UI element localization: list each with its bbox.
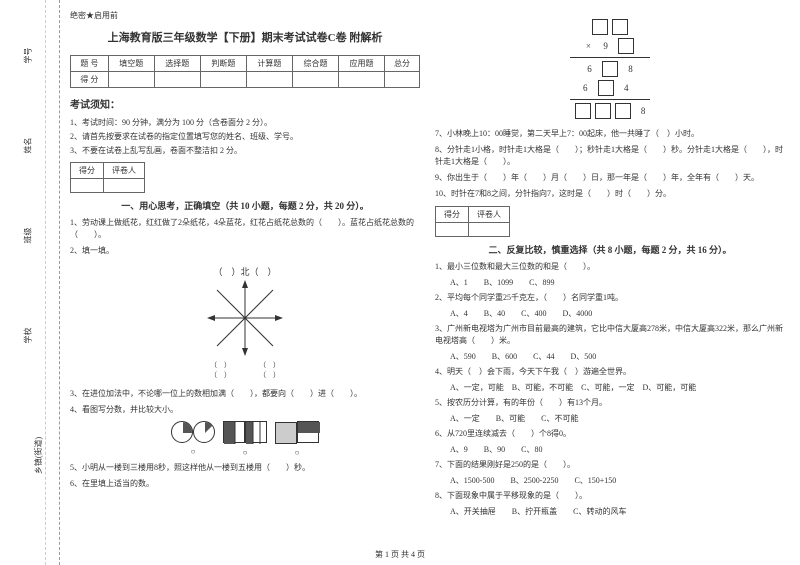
choice-1-opts: A、1 B、1099 C、899 (450, 277, 785, 288)
question-1: 1、劳动课上做纸花，红红做了2朵纸花，4朵蓝花，红花占纸花总数的（ ）。蓝花占纸… (70, 217, 420, 241)
question-10: 10、时针在7和8之间，分针指向7，这时是（ ）时（ ）分。 (435, 188, 785, 200)
seal-line (45, 0, 46, 565)
choice-4-opts: A、一定，可能 B、可能，不可能 C、可能，一定 D、可能，可能 (450, 382, 785, 393)
digit: 8 (628, 64, 633, 74)
binding-label: 姓名 (23, 138, 34, 154)
digit: 6 (583, 83, 588, 93)
question-3: 3、在进位加法中，不论哪一位上的数相加满（ ），都要向（ ）进（ ）。 (70, 388, 420, 400)
choice-7: 7、下面的结果刚好是250的是（ ）。 (435, 459, 785, 471)
choice-5-opts: A、一定 B、可能 C、不可能 (450, 413, 785, 424)
multiplication-problem: × 9 6 8 6 4 8 (435, 16, 785, 122)
digit: 8 (641, 106, 646, 116)
choice-4: 4、明天（ ）会下雨，今天下午我（ ）游遍全世界。 (435, 366, 785, 378)
question-9: 9、你出生于（ ）年（ ）月（ ）日，那一年是（ ）年，全年有（ ）天。 (435, 172, 785, 184)
page-footer: 第 1 页 共 4 页 (0, 549, 800, 560)
right-column: × 9 6 8 6 4 8 7、小林晚上10：00睡觉，第二天早上7：00起床，… (435, 10, 785, 517)
notice-item: 3、不要在试卷上乱写乱画，卷面不整洁扣 2 分。 (70, 145, 420, 156)
compass-north: （ ）北（ ） (70, 265, 420, 278)
binding-label: 乡镇(街道) (33, 437, 44, 474)
secret-label: 绝密★启用前 (70, 10, 420, 21)
td: 得分 (71, 163, 104, 179)
choice-3-opts: A、590 B、600 C、44 D、500 (450, 351, 785, 362)
rating-table: 得分评卷人 (70, 162, 145, 193)
binding-label: 学校 (23, 328, 34, 344)
choice-2-opts: A、4 B、40 C、400 D、4000 (450, 308, 785, 319)
choice-2: 2、平均每个同学重25千克左，（ ）名同学重1吨。 (435, 292, 785, 304)
choice-3: 3、广州新电视塔为广州市目前最高的建筑，它比中信大厦高278米，中信大厦高322… (435, 323, 785, 347)
question-6: 6、在里填上适当的数。 (70, 478, 420, 490)
question-2: 2、填一填。 (70, 245, 420, 257)
notice-item: 1、考试时间：90 分钟，满分为 100 分（含卷面分 2 分）。 (70, 117, 420, 128)
compass-diagram: （ ）北（ ） （ ） （ ） （ ） （ ） (70, 265, 420, 380)
question-4: 4、看图写分数，并比较大小。 (70, 404, 420, 416)
left-column: 绝密★启用前 上海教育版三年级数学【下册】期末考试试卷C卷 附解析 题 号 填空… (70, 10, 420, 517)
td: 评卷人 (104, 163, 145, 179)
th: 选择题 (154, 56, 200, 72)
section-1-heading: 一、用心思考，正确填空（共 10 小题，每题 2 分，共 20 分）。 (70, 199, 420, 212)
notice-heading: 考试须知： (70, 96, 420, 111)
td: 得分 (436, 207, 469, 223)
digit: 6 (587, 64, 592, 74)
fraction-diagrams: ○ ○ ○ (70, 421, 420, 457)
mult-sign: × (586, 41, 591, 51)
choice-6-opts: A、9 B、90 C、80 (450, 444, 785, 455)
td: 评卷人 (469, 207, 510, 223)
choice-8-opts: A、开关抽屉 B、拧开瓶盖 C、转动的风车 (450, 506, 785, 517)
td: 得 分 (71, 72, 109, 88)
digit: 9 (603, 41, 608, 51)
th: 题 号 (71, 56, 109, 72)
question-8: 8、分针走1小格，时针走1大格是（ ）；秒针走1大格是（ ）秒。分针走1大格是（… (435, 144, 785, 168)
question-5: 5、小明从一楼到三楼用8秒，照这样他从一楼到五楼用（ ）秒。 (70, 462, 420, 474)
choice-5: 5、按农历分计算，有的年份（ ）有13个月。 (435, 397, 785, 409)
section-2-heading: 二、反复比较，慎重选择（共 8 小题，每题 2 分，共 16 分）。 (435, 243, 785, 256)
binding-label: 班级 (23, 228, 34, 244)
question-7: 7、小林晚上10：00睡觉，第二天早上7：00起床，他一共睡了（ ）小时。 (435, 128, 785, 140)
digit: 4 (624, 83, 629, 93)
score-table: 题 号 填空题 选择题 判断题 计算题 综合题 应用题 总分 得 分 (70, 55, 420, 88)
th: 总分 (385, 56, 420, 72)
th: 计算题 (246, 56, 292, 72)
choice-6: 6、从720里连续减去（ ）个8得0。 (435, 428, 785, 440)
th: 应用题 (339, 56, 385, 72)
th: 填空题 (108, 56, 154, 72)
rating-table-2: 得分评卷人 (435, 206, 510, 237)
exam-title: 上海教育版三年级数学【下册】期末考试试卷C卷 附解析 (70, 29, 420, 45)
choice-1: 1、最小三位数和最大三位数的和是（ ）。 (435, 261, 785, 273)
notice-item: 2、请首先按要求在试卷的指定位置填写您的姓名、班级、学号。 (70, 131, 420, 142)
choice-8: 8、下面现象中属于平移现象的是（ ）。 (435, 490, 785, 502)
choice-7-opts: A、1500-500 B、2500-2250 C、150+150 (450, 475, 785, 486)
th: 综合题 (292, 56, 338, 72)
th: 判断题 (200, 56, 246, 72)
binding-label: 学号 (23, 48, 34, 64)
